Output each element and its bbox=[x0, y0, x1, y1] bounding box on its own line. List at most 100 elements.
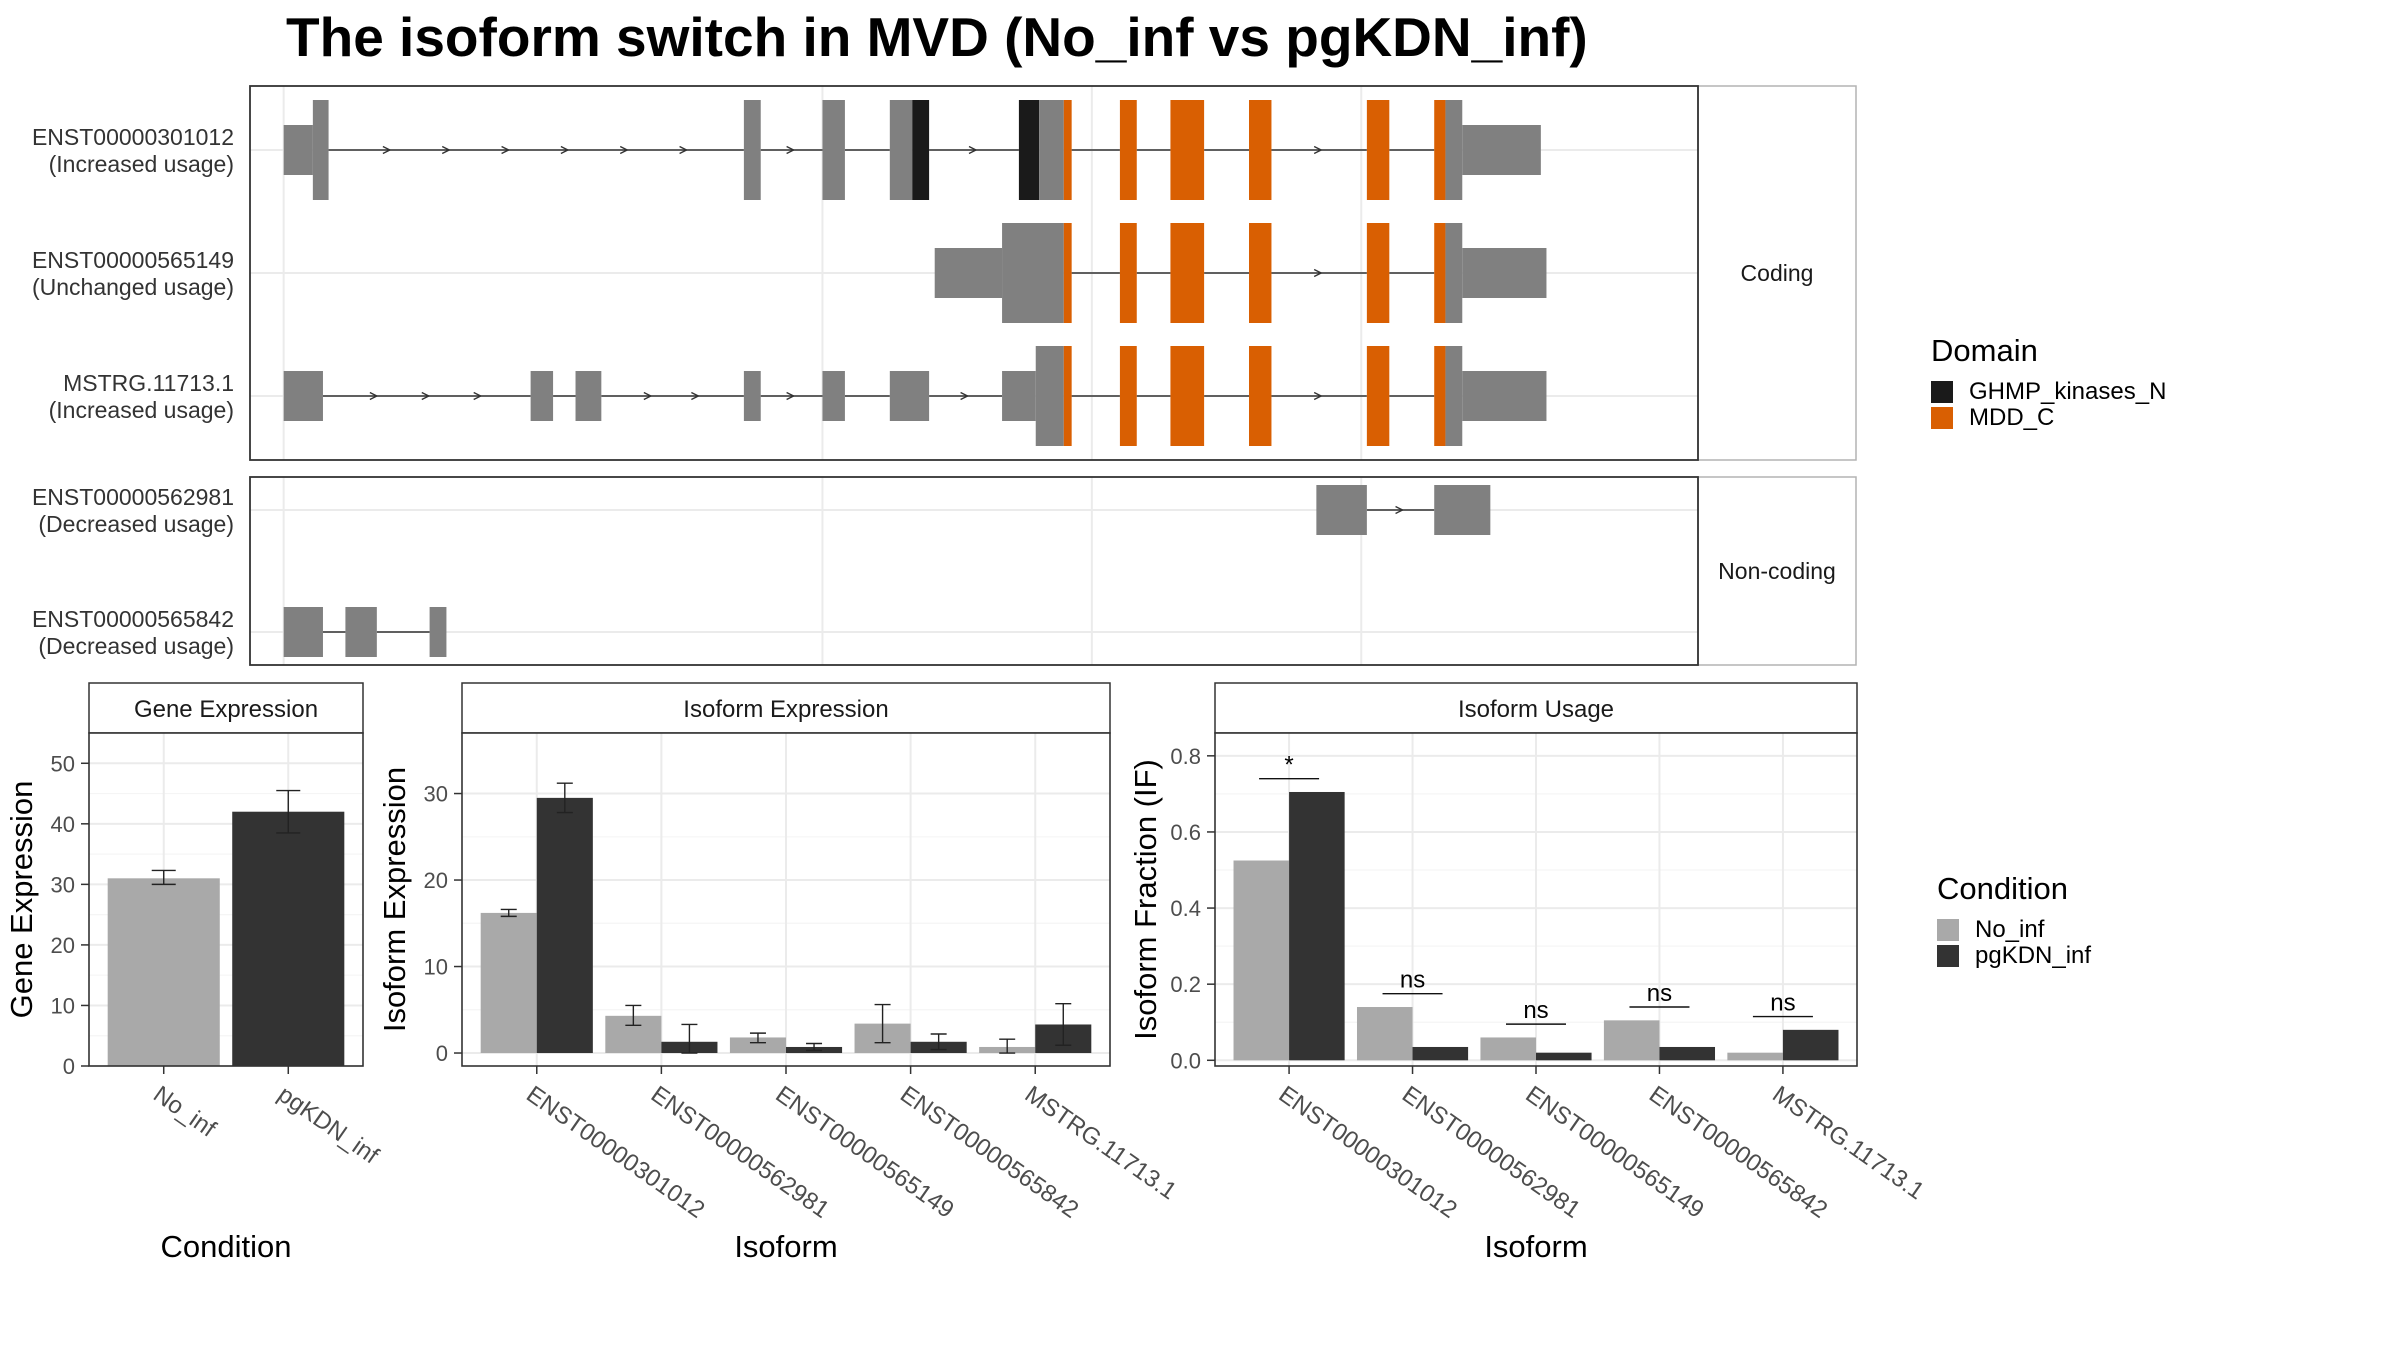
y-tick-label: 30 bbox=[424, 782, 448, 807]
y-tick-label: 40 bbox=[51, 812, 75, 837]
intron-direction-arrow bbox=[786, 145, 796, 155]
y-axis-title: Gene Expression bbox=[4, 781, 39, 1019]
intron-direction-arrow bbox=[382, 145, 392, 155]
intron-direction-arrow bbox=[1313, 268, 1323, 278]
legend_domain-swatch bbox=[1931, 381, 1953, 403]
exon-block bbox=[1002, 371, 1036, 421]
domain-exon bbox=[1119, 346, 1137, 446]
intron-direction-arrow bbox=[473, 391, 483, 401]
bar-pgKDN_inf bbox=[1412, 1046, 1469, 1061]
exon-block bbox=[575, 371, 602, 421]
intron-direction-arrow bbox=[968, 145, 978, 155]
significance-label: * bbox=[1284, 752, 1293, 779]
intron-direction-arrow bbox=[369, 391, 379, 401]
y-tick-label: 0 bbox=[436, 1041, 448, 1066]
intron-direction-arrow bbox=[1313, 145, 1323, 155]
intron-direction-arrow bbox=[960, 391, 970, 401]
domain-exon bbox=[1119, 100, 1137, 200]
intron-direction-arrow bbox=[1395, 505, 1405, 515]
intron-direction-arrow bbox=[501, 145, 511, 155]
bar-pgKDN_inf bbox=[1659, 1046, 1716, 1061]
significance-label: ns bbox=[1523, 997, 1548, 1024]
bar-chart-panels: Gene Expression 0 10 20 30 40 50 No_inf pgKDN_in… bbox=[4, 682, 1929, 1264]
domain-exon bbox=[1366, 100, 1390, 200]
x-tick-label: No_inf bbox=[148, 1081, 221, 1143]
panel-strip-label: Isoform Usage bbox=[1458, 696, 1614, 723]
panel-strip bbox=[88, 682, 364, 734]
exon-block bbox=[1445, 346, 1463, 446]
legend_domain-label: GHMP_kinases_N bbox=[1969, 378, 2166, 405]
intron-direction-arrow bbox=[786, 391, 796, 401]
transcript-label: ENST00000565149 bbox=[32, 247, 234, 273]
significance-label: ns bbox=[1647, 980, 1672, 1007]
significance-label: ns bbox=[1400, 967, 1425, 994]
transcript-usage-label: (Increased usage) bbox=[49, 151, 234, 177]
legend_condition-swatch bbox=[1937, 919, 1959, 941]
domain-exon bbox=[1170, 100, 1205, 200]
bar-No_inf bbox=[1233, 860, 1290, 1061]
panel-strip bbox=[1214, 682, 1858, 734]
panel-strip-label: Isoform Expression bbox=[683, 696, 888, 723]
domain-exon bbox=[1063, 346, 1072, 446]
bar-pgKDN_inf bbox=[1289, 791, 1345, 1061]
exon-block bbox=[530, 371, 554, 421]
y-tick-label: 0.4 bbox=[1170, 896, 1201, 921]
y-tick-label: 10 bbox=[51, 993, 75, 1018]
intron-direction-arrow bbox=[643, 391, 653, 401]
exon-block bbox=[1434, 485, 1491, 535]
y-axis-title: Isoform Fraction (IF) bbox=[1128, 759, 1163, 1040]
exon-block bbox=[283, 371, 323, 421]
transcript-label: ENST00000565842 bbox=[32, 606, 234, 632]
domain-exon bbox=[1063, 100, 1072, 200]
legend_domain-swatch bbox=[1931, 407, 1953, 429]
track-panel-border bbox=[249, 476, 1699, 666]
transcript-label: MSTRG.11713.1 bbox=[63, 370, 234, 396]
intron-direction-arrow bbox=[1313, 391, 1323, 401]
track-panel-border bbox=[249, 85, 1699, 461]
transcript-label: ENST00000562981 bbox=[32, 484, 234, 510]
transcript-usage-label: (Increased usage) bbox=[49, 397, 234, 423]
intron-direction-arrow bbox=[560, 145, 570, 155]
exon-block bbox=[283, 125, 313, 175]
exon-block bbox=[283, 607, 323, 657]
panel-strip bbox=[461, 682, 1111, 734]
domain-exon bbox=[1063, 223, 1072, 323]
y-tick-label: 0.8 bbox=[1170, 744, 1201, 769]
domain-exon bbox=[1249, 346, 1272, 446]
domain-exon bbox=[1170, 346, 1205, 446]
x-tick-label: pgKDN_inf bbox=[273, 1081, 384, 1170]
intron-direction-arrow bbox=[679, 145, 689, 155]
domain-exon bbox=[1018, 100, 1040, 200]
bar-No_inf bbox=[1480, 1037, 1536, 1061]
exon-block bbox=[822, 100, 845, 200]
bar-pgKDN_inf bbox=[1782, 1029, 1839, 1061]
exon-block bbox=[822, 371, 845, 421]
panel-border bbox=[88, 732, 364, 1067]
significance-label: ns bbox=[1770, 990, 1795, 1017]
y-axis-title: Isoform Expression bbox=[377, 767, 412, 1032]
y-tick-label: 0 bbox=[63, 1054, 75, 1079]
exon-block bbox=[934, 248, 1003, 298]
exon-block bbox=[429, 607, 447, 657]
bar-No_inf bbox=[480, 912, 537, 1054]
facet-label: Non-coding bbox=[1718, 558, 1836, 584]
y-tick-label: 0.6 bbox=[1170, 820, 1201, 845]
y-tick-label: 10 bbox=[424, 955, 448, 980]
bar-No_inf bbox=[1356, 1007, 1413, 1061]
intron-direction-arrow bbox=[691, 391, 700, 401]
domain-exon bbox=[912, 100, 930, 200]
bar-pgKDN_inf bbox=[536, 797, 593, 1054]
x-axis-title: Isoform bbox=[734, 1229, 837, 1264]
x-axis-title: Condition bbox=[161, 1229, 292, 1264]
transcript-usage-label: (Unchanged usage) bbox=[32, 274, 234, 300]
intron-direction-arrow bbox=[441, 145, 451, 155]
transcript-usage-label: (Decreased usage) bbox=[38, 511, 234, 537]
bar-No_inf bbox=[1727, 1052, 1783, 1061]
y-tick-label: 0.0 bbox=[1170, 1048, 1201, 1073]
y-tick-label: 20 bbox=[424, 868, 448, 893]
exon-block bbox=[1462, 371, 1547, 421]
x-axis-title: Isoform bbox=[1484, 1229, 1587, 1264]
exon-block bbox=[1462, 248, 1547, 298]
exon-block bbox=[743, 100, 761, 200]
